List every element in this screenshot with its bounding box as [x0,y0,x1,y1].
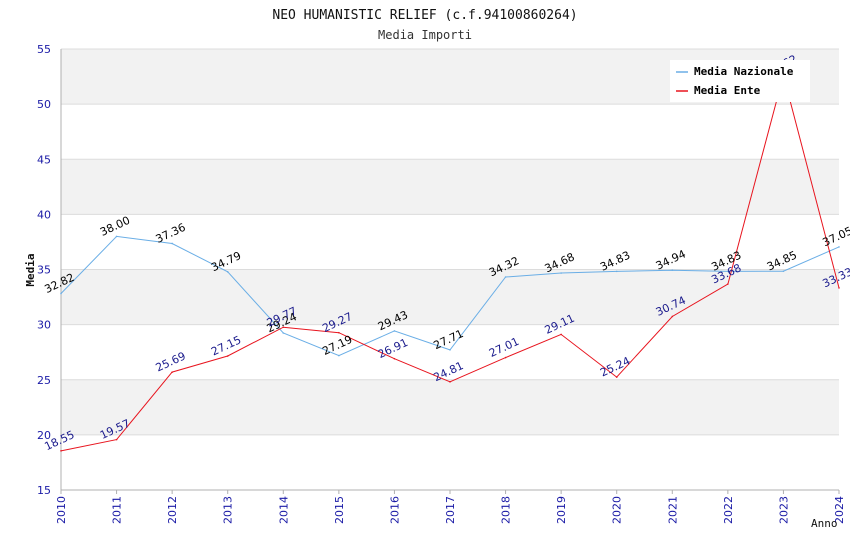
data-point [226,355,229,357]
data-label: 26.91 [376,336,410,361]
data-point [60,292,62,295]
data-point [282,326,285,328]
axes [60,49,840,494]
chart-title: NEO HUMANISTIC RELIEF (c.f.94100860264) [272,8,577,23]
x-tick-label: 2022 [722,496,735,524]
data-point [393,357,396,360]
data-point [504,356,507,359]
legend-label-0: Media Nazionale [694,65,794,78]
data-point [560,272,562,274]
data-point [671,315,674,318]
data-point [60,450,62,452]
y-tick-label: 20 [37,429,51,442]
data-label: 27.71 [431,327,465,352]
data-label: 37.36 [154,221,188,246]
x-tick-label: 2013 [222,496,235,524]
data-point [727,270,729,273]
x-tick-label: 2016 [388,496,401,524]
chart-subtitle: Media Importi [378,28,472,42]
data-point [115,438,118,441]
data-label: 38.00 [98,214,132,239]
x-tick-label: 2014 [277,496,290,524]
data-label: 27.19 [320,333,354,358]
legend-label-1: Media Ente [694,84,761,97]
data-point [171,371,173,373]
data-point [838,287,840,289]
data-point [115,235,118,238]
x-tick-label: 2023 [777,496,790,524]
x-tick-label: 2019 [555,496,568,524]
x-tick-label: 2018 [500,496,513,524]
data-point [393,330,396,332]
y-tick-label: 50 [37,98,51,111]
data-label: 25.69 [154,349,188,374]
data-point [504,276,507,278]
data-label: 34.94 [654,247,688,272]
data-point [338,354,340,357]
x-tick-label: 2011 [111,496,124,524]
data-point [782,270,785,272]
x-tick-label: 2024 [833,496,846,524]
series-lines [60,73,840,452]
data-point [560,333,562,336]
tick-labels: 15 20 25 30 35 40 45 50 55 2010 2011 2012 2013 2014 20… [37,43,846,524]
legend-box [670,60,810,102]
x-tick-label: 2020 [611,496,624,524]
x-tick-label: 2015 [333,496,346,524]
data-point [615,270,618,273]
x-tick-label: 2012 [166,496,179,524]
data-point [615,376,618,378]
data-point [671,269,674,271]
plot-band [61,379,839,435]
data-point [171,242,173,245]
y-tick-label: 30 [37,319,51,332]
y-tick-label: 35 [37,264,51,277]
x-tick-label: 2010 [55,496,68,524]
data-label: 37.05 [820,224,850,249]
data-point [449,349,451,351]
x-tick-label: 2021 [666,496,679,524]
y-tick-label: 15 [37,484,51,497]
data-label: 27.15 [209,333,243,358]
y-tick-label: 45 [37,153,51,166]
data-point [838,246,840,248]
data-point [338,331,340,334]
legend: Media Nazionale Media Ente [670,60,810,102]
data-point [226,271,229,273]
y-tick-label: 25 [37,374,51,387]
data-point [727,283,729,285]
plot-bands [61,49,839,435]
x-axis-label: Anno [811,517,838,530]
data-point [449,381,451,383]
y-axis-label: Media [24,253,37,286]
y-tick-label: 40 [37,208,51,221]
data-point [282,332,285,334]
plot-band [61,159,839,215]
x-tick-label: 2017 [444,496,457,524]
data-label: 27.01 [487,335,521,360]
y-tick-label: 55 [37,43,51,56]
plot-band [61,269,839,325]
